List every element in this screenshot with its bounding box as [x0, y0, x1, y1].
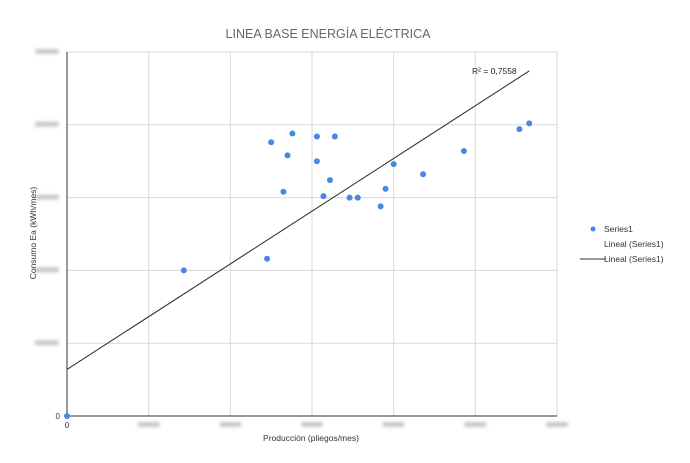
y-tick-label-blurred	[35, 267, 59, 273]
x-tick-label-blurred	[219, 422, 242, 427]
data-point	[280, 188, 287, 195]
data-point	[354, 194, 361, 201]
data-point	[331, 133, 338, 140]
y-tick-label-blurred	[35, 340, 59, 346]
data-point	[320, 193, 327, 200]
data-point	[264, 255, 271, 262]
x-tick-label-blurred	[301, 422, 323, 427]
data-point	[284, 152, 291, 159]
x-tick-label: 0	[65, 421, 70, 430]
data-point	[313, 158, 320, 165]
data-point	[64, 413, 70, 419]
tick-labels: 00	[35, 49, 568, 430]
data-point	[526, 120, 533, 127]
data-point	[268, 139, 275, 146]
data-point	[346, 194, 353, 201]
data-point	[326, 177, 333, 184]
data-point	[377, 203, 384, 210]
data-point	[460, 148, 467, 155]
data-point	[382, 185, 389, 192]
legend-entry-label: Series1	[604, 224, 633, 234]
data-point	[516, 126, 523, 133]
axes	[66, 52, 557, 417]
data-point	[313, 133, 320, 140]
y-tick-label-blurred	[35, 194, 59, 200]
r-squared-label: R² = 0,7558	[472, 66, 517, 76]
legend-entry-label: Lineal (Series1)	[604, 239, 664, 249]
x-tick-label-blurred	[382, 422, 405, 427]
legend-entry-label: Lineal (Series1)	[604, 254, 664, 264]
y-tick-label-blurred	[35, 121, 59, 127]
x-tick-label-blurred	[137, 422, 160, 427]
y-axis-label: Consumo Ea (kWh/mes)	[28, 187, 38, 280]
x-axis-label: Producción (pliegos/mes)	[263, 433, 359, 443]
data-point	[180, 267, 187, 274]
y-tick-label: 0	[56, 412, 61, 421]
legend-marker-dot	[590, 226, 596, 232]
legend: Series1 Lineal (Series1) Lineal (Series1)	[580, 224, 664, 264]
gridlines	[67, 51, 558, 416]
data-point	[420, 171, 427, 178]
data-point	[390, 161, 397, 168]
y-tick-label-blurred	[35, 49, 59, 54]
chart-title: LINEA BASE ENERGÍA ELÉCTRICA	[226, 26, 432, 41]
data-point	[289, 130, 296, 137]
x-tick-label-blurred	[546, 422, 568, 427]
trendline	[66, 70, 530, 370]
x-tick-label-blurred	[464, 422, 487, 427]
data-points	[64, 120, 533, 419]
trendline-layer	[66, 70, 530, 370]
